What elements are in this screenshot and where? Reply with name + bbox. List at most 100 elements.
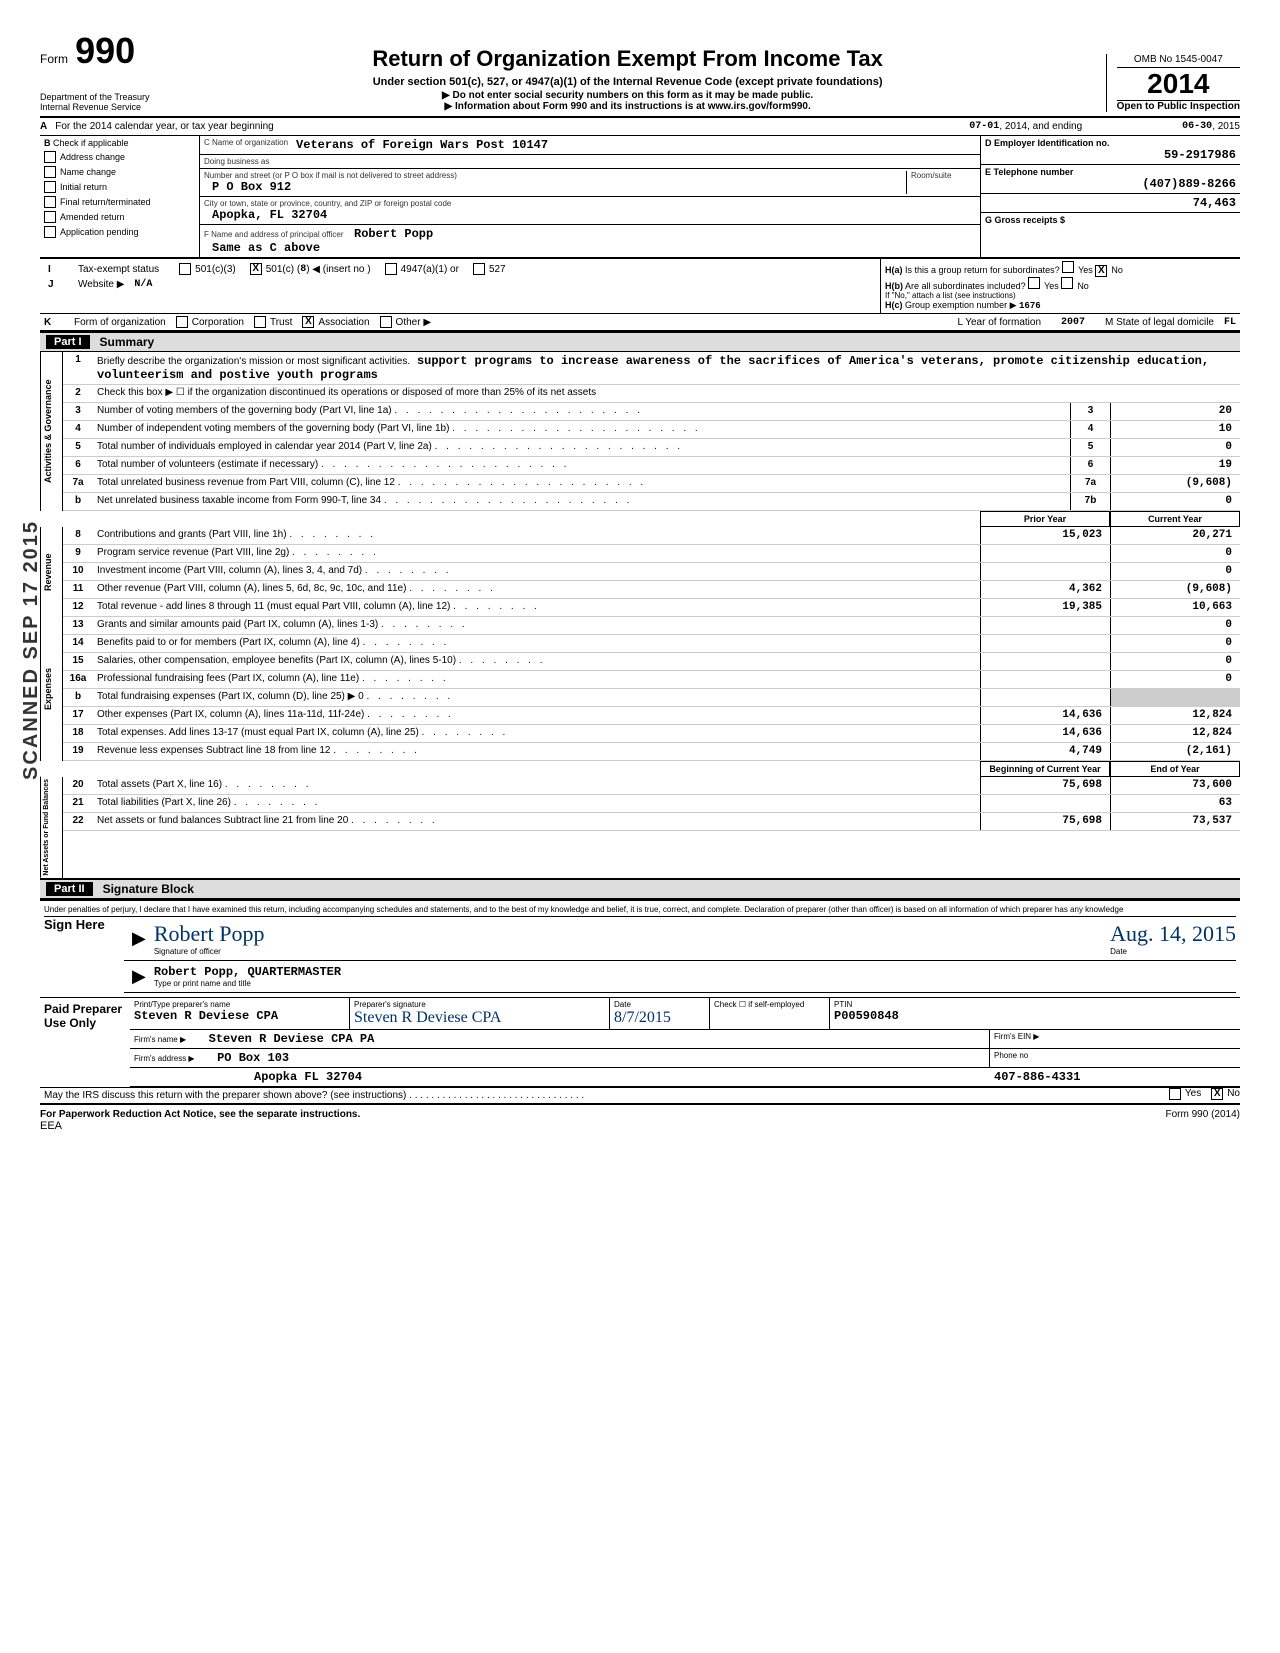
line-desc: Revenue less expenses Subtract line 18 f… [93,743,980,760]
prior-year-value [980,653,1110,670]
line-num: 11 [63,581,93,598]
line-desc: Number of voting members of the governin… [93,403,1070,420]
line-row: 19 Revenue less expenses Subtract line 1… [63,743,1240,761]
checkbox-501c[interactable] [250,263,262,275]
line-desc: Net assets or fund balances Subtract lin… [93,813,980,830]
line-num: b [63,689,93,706]
line-value: 10 [1110,421,1240,438]
checkbox-ha-no[interactable] [1095,265,1107,277]
line-row: b Total fundraising expenses (Part IX, c… [63,689,1240,707]
signature-date: Aug. 14, 2015 [1110,921,1236,947]
prior-year-value [980,689,1110,706]
line-num: 12 [63,599,93,616]
current-year-value: 73,600 [1110,777,1240,794]
checkbox-initial-return[interactable] [44,181,56,193]
part-1-num: Part I [46,335,90,349]
paid-preparer-section: Paid Preparer Use Only Print/Type prepar… [40,997,1240,1087]
lbl-app-pending: Application pending [60,227,139,237]
website-label: Website ▶ [78,279,124,290]
form-number: 990 [75,30,135,71]
checkbox-name-change[interactable] [44,166,56,178]
checkbox-hb-yes[interactable] [1028,277,1040,289]
current-year-value: 0 [1110,617,1240,634]
lbl-amended: Amended return [60,212,125,222]
form-header: Form 990 Department of the Treasury Inte… [40,30,1240,118]
checkbox-ha-yes[interactable] [1062,261,1074,273]
revenue-col-headers: x Prior Year Current Year [40,511,1240,527]
city-state-zip: Apopka, FL 32704 [212,208,327,222]
checkbox-discuss-yes[interactable] [1169,1088,1181,1100]
line-1-num: 1 [63,352,93,384]
gross-receipts-label: G Gross receipts $ [985,215,1065,225]
revenue-section: Revenue 8 Contributions and grants (Part… [40,527,1240,617]
period-endyear: , 2015 [1212,121,1240,132]
opt-501c: 501(c) ( [266,264,300,275]
current-year-value: 0 [1110,653,1240,670]
line-desc: Contributions and grants (Part VIII, lin… [93,527,980,544]
firm-name-label: Firm's name ▶ [134,1035,186,1044]
subtitle-3: ▶ Information about Form 990 and its ins… [150,101,1106,112]
opt-527: 527 [489,264,506,275]
main-title: Return of Organization Exempt From Incom… [150,46,1106,72]
page-footer: For Paperwork Reduction Act Notice, see … [40,1105,1240,1120]
checkbox-app-pending[interactable] [44,226,56,238]
phone-value: (407)889-8266 [985,177,1236,191]
checkbox-discuss-no[interactable] [1211,1088,1223,1100]
lbl-address-change: Address change [60,152,125,162]
officer-signature: Robert Popp [154,921,1110,947]
line-row: 9 Program service revenue (Part VIII, li… [63,545,1240,563]
line-num: 19 [63,743,93,760]
current-year-value: 12,824 [1110,707,1240,724]
prep-date-label: Date [614,1000,705,1009]
checkbox-amended[interactable] [44,211,56,223]
checkbox-assoc[interactable] [302,316,314,328]
street-address: P O Box 912 [212,180,291,194]
line-row: 7a Total unrelated business revenue from… [63,475,1240,493]
dept-treasury: Department of the Treasury [40,92,150,102]
line-num: 17 [63,707,93,724]
entity-header-grid: B Check if applicable Address change Nam… [40,136,1240,259]
line-desc: Investment income (Part VIII, column (A)… [93,563,980,580]
checkbox-527[interactable] [473,263,485,275]
hb-no: No [1077,281,1089,291]
checkbox-address-change[interactable] [44,151,56,163]
line-box: 7b [1070,493,1110,510]
line-num: 10 [63,563,93,580]
checkbox-corp[interactable] [176,316,188,328]
line-num: 13 [63,617,93,634]
form-year: 2014 [1117,68,1240,101]
line-row: 12 Total revenue - add lines 8 through 1… [63,599,1240,617]
opt-501c3: 501(c)(3) [195,264,236,275]
dept-irs: Internal Revenue Service [40,102,150,112]
checkbox-501c3[interactable] [179,263,191,275]
section-c: C Name of organization Veterans of Forei… [200,136,980,257]
line-row: 15 Salaries, other compensation, employe… [63,653,1240,671]
preparer-signature: Steven R Deviese CPA [354,1009,605,1027]
current-year-value: 0 [1110,635,1240,652]
ein-value: 59-2917986 [985,148,1236,162]
line-num: 16a [63,671,93,688]
col-current-year: Current Year [1110,511,1240,527]
hb-yes: Yes [1044,281,1059,291]
line-desc: Professional fundraising fees (Part IX, … [93,671,980,688]
line-num: 15 [63,653,93,670]
prior-year-value: 15,023 [980,527,1110,544]
net-col-headers: x Beginning of Current Year End of Year [40,761,1240,777]
officer-label: F Name and address of principal officer [204,230,343,239]
line-row: 11 Other revenue (Part VIII, column (A),… [63,581,1240,599]
checkbox-4947[interactable] [385,263,397,275]
period-mid: , 2014, and ending [999,121,1082,132]
checkbox-hb-no[interactable] [1061,277,1073,289]
paid-preparer-label: Paid Preparer Use Only [40,998,130,1087]
checkbox-trust[interactable] [254,316,266,328]
label-k: K [44,317,64,328]
checkbox-final-return[interactable] [44,196,56,208]
line-num: 22 [63,813,93,830]
line-num: 4 [63,421,93,438]
label-i: I [48,264,68,275]
lbl-initial-return: Initial return [60,182,107,192]
prior-year-value [980,671,1110,688]
checkbox-other[interactable] [380,316,392,328]
firm-addr1: PO Box 103 [217,1051,289,1065]
prior-year-value [980,795,1110,812]
